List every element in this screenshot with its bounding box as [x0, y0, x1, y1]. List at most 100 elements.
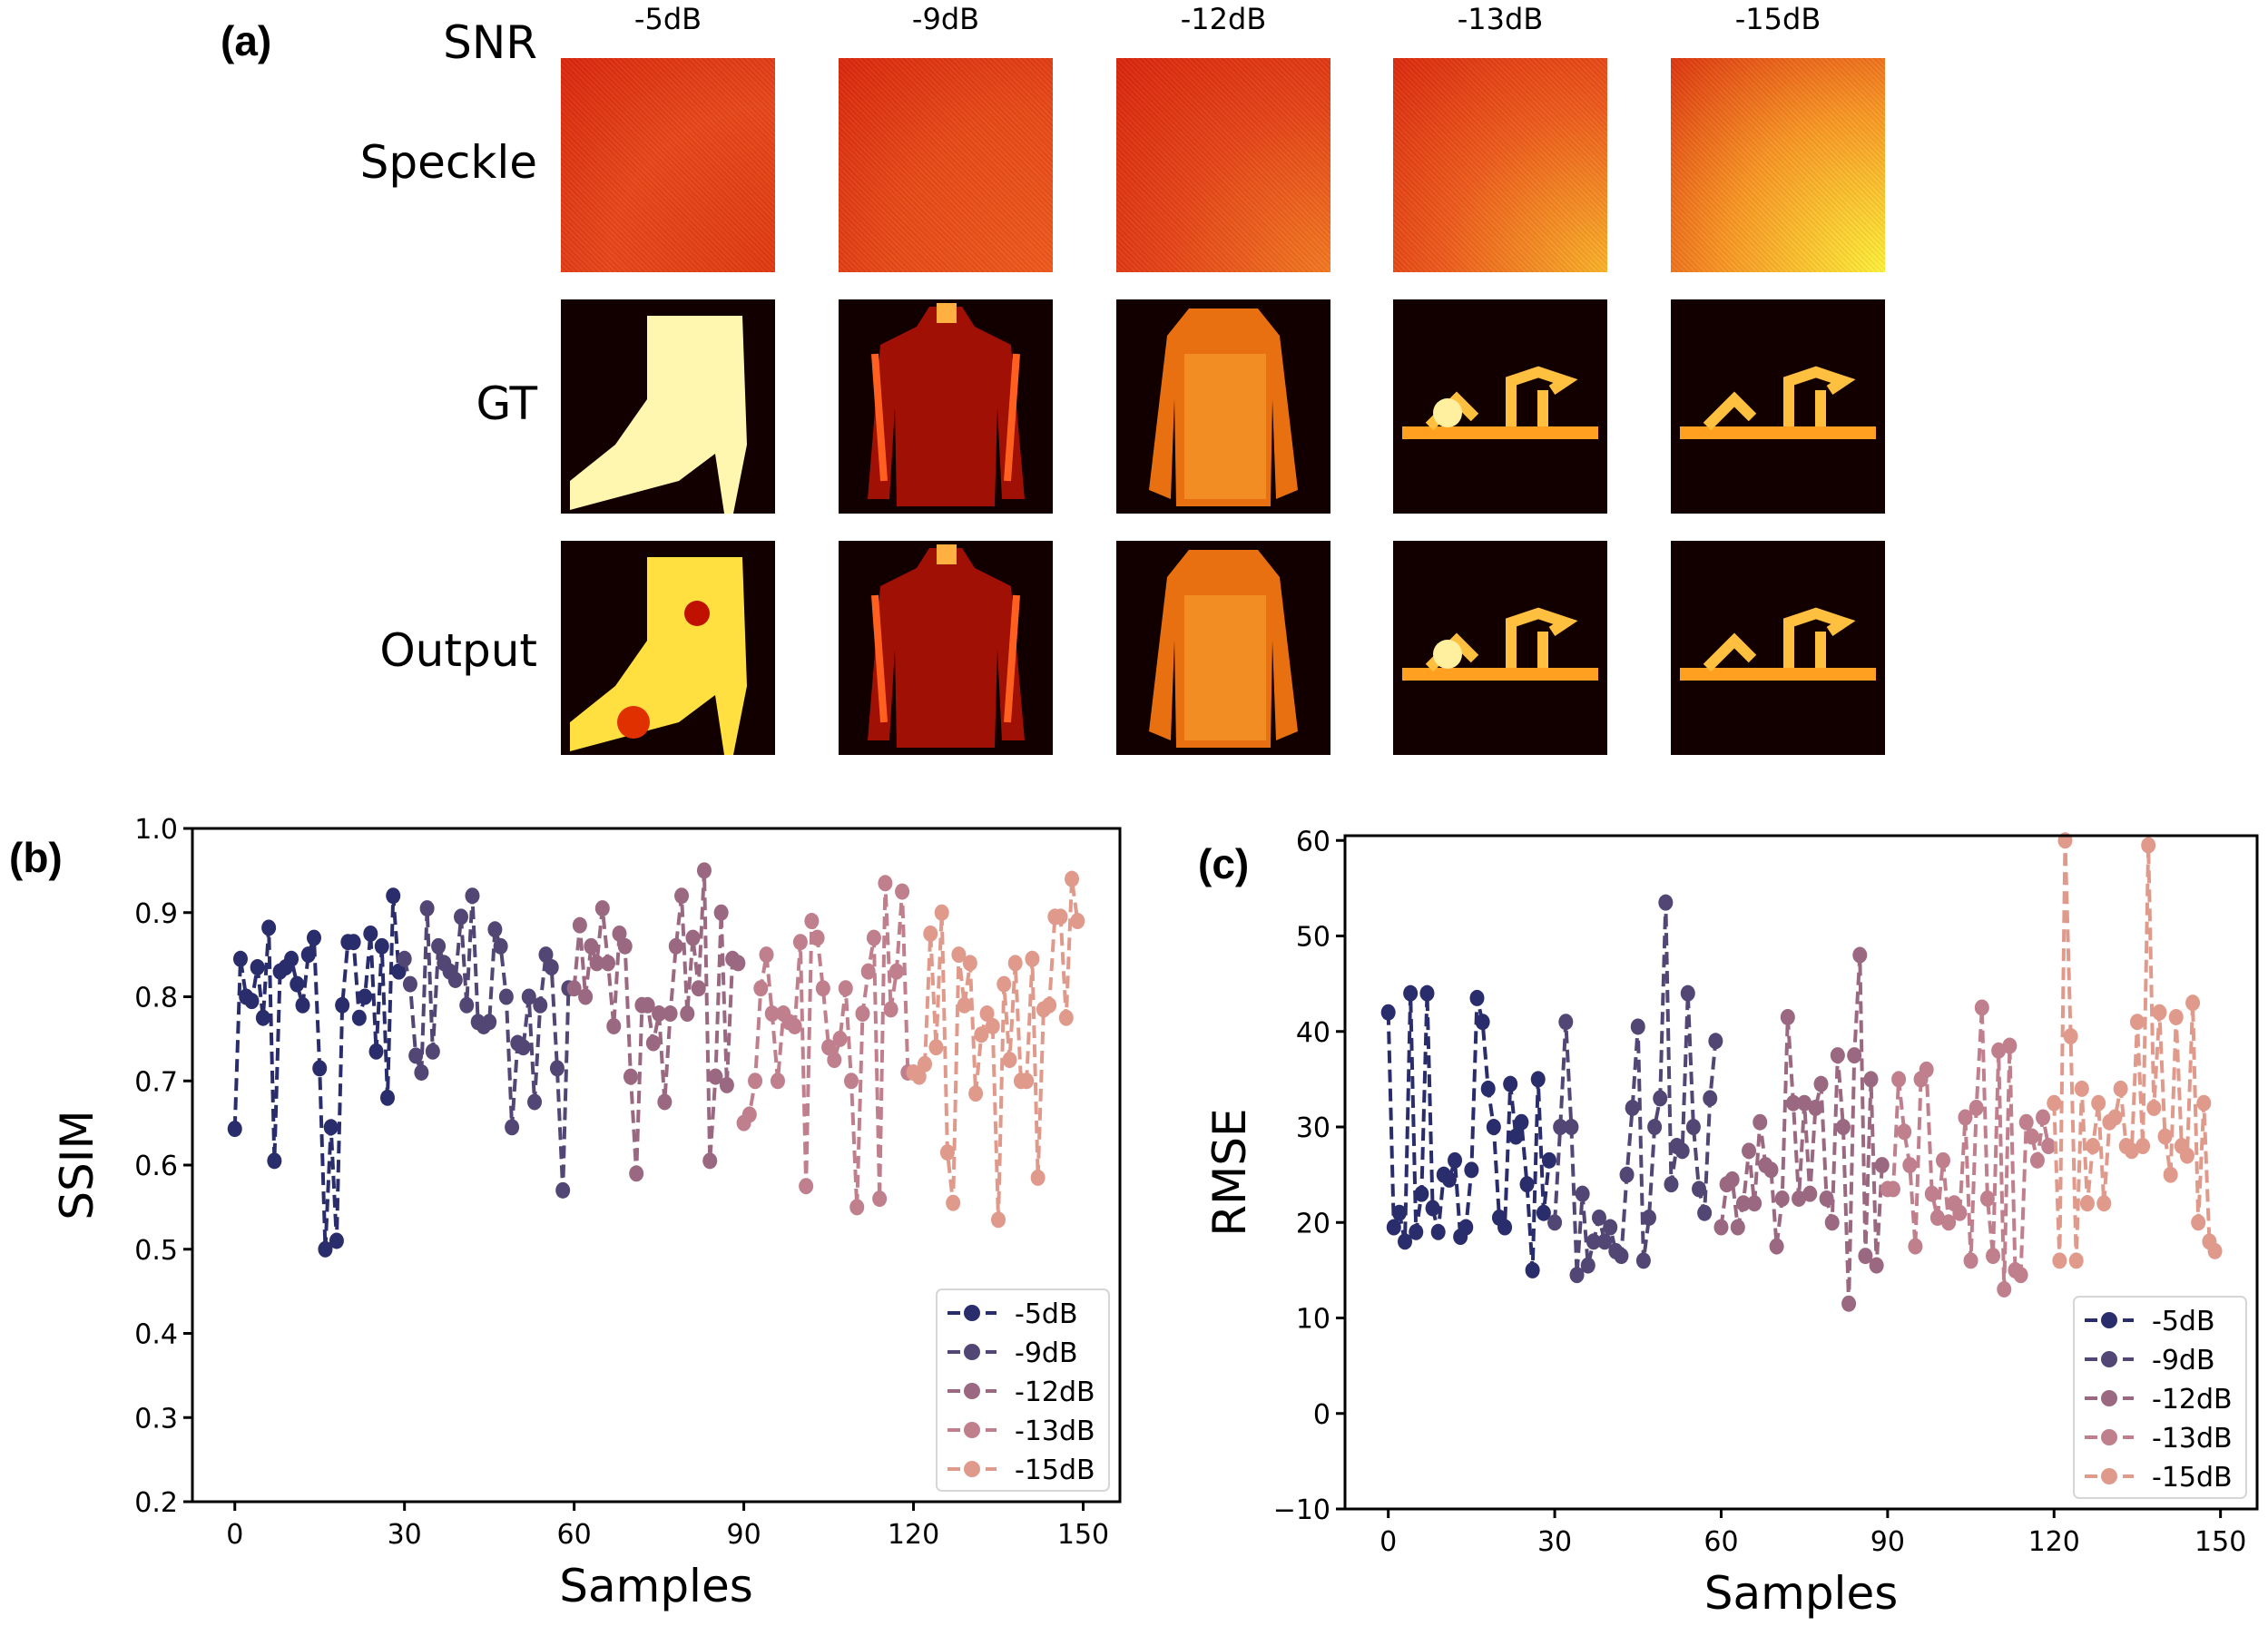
- data-point: [708, 1068, 723, 1085]
- data-point: [606, 1017, 622, 1034]
- x-tick-label: 150: [2194, 1526, 2246, 1558]
- data-point: [1874, 1157, 1890, 1174]
- data-point: [1642, 1209, 1656, 1226]
- data-point: [2041, 1138, 2057, 1155]
- y-tick-label: 1.0: [134, 814, 178, 846]
- data-point: [566, 980, 582, 997]
- data-point: [261, 919, 277, 936]
- data-point: [487, 921, 503, 938]
- data-point: [878, 875, 893, 892]
- data-point: [1514, 1113, 1529, 1131]
- data-point: [759, 946, 774, 964]
- output-image: [1116, 541, 1330, 755]
- legend-box: [2073, 1296, 2247, 1499]
- data-point: [594, 900, 610, 917]
- data-point: [1885, 1180, 1900, 1198]
- data-point: [1685, 1119, 1701, 1136]
- data-point: [1863, 1071, 1879, 1088]
- data-point: [578, 988, 594, 1005]
- data-point: [1891, 1071, 1907, 1088]
- sandal-shape: [1402, 607, 1598, 681]
- data-point: [2157, 1128, 2173, 1145]
- data-point: [1802, 1185, 1818, 1202]
- series-line: [741, 883, 910, 1208]
- data-point: [2146, 1099, 2162, 1116]
- data-point: [792, 934, 808, 951]
- data-point: [962, 955, 977, 972]
- data-point: [928, 1039, 944, 1056]
- data-point: [680, 1005, 695, 1023]
- panel-a-label: (a): [221, 17, 272, 64]
- data-point: [323, 1119, 339, 1136]
- data-point: [1625, 1099, 1640, 1116]
- data-point: [515, 1039, 531, 1056]
- data-point: [2152, 1004, 2167, 1021]
- data-point: [1935, 1151, 1950, 1169]
- data-point: [1858, 1248, 1873, 1265]
- x-tick-label: 30: [1537, 1526, 1572, 1558]
- data-point: [1002, 1052, 1017, 1069]
- data-point: [493, 937, 508, 955]
- series--13dB: [736, 875, 916, 1216]
- data-point: [1525, 1261, 1540, 1278]
- x-axis-label: Samples: [1704, 1567, 1899, 1620]
- series-line: [2052, 840, 2217, 1261]
- series--12dB: [1713, 946, 1890, 1312]
- data-point: [1503, 1075, 1518, 1092]
- data-point: [295, 996, 310, 1014]
- data-point: [2179, 1147, 2194, 1164]
- data-point: [1065, 870, 1080, 887]
- series-line: [402, 896, 571, 1190]
- data-point: [974, 1026, 989, 1043]
- speckle-image: [561, 58, 775, 272]
- pullover-shape: [1149, 550, 1298, 748]
- data-point: [1819, 1190, 1834, 1207]
- speckle-image: [839, 58, 1053, 272]
- x-tick-label: 120: [2028, 1526, 2080, 1558]
- data-point: [1847, 1047, 1862, 1064]
- data-point: [1658, 894, 1674, 911]
- data-point: [290, 975, 305, 993]
- data-point: [391, 963, 407, 980]
- ssim-chart: 0.2 0.3 0.4 0.5 0.6 0.7 0.8 0.9 1.0 0 30 60 90 120 150…: [51, 814, 1122, 1612]
- data-point: [2063, 1028, 2078, 1045]
- data-point: [1497, 1219, 1513, 1236]
- data-point: [1536, 1204, 1551, 1221]
- data-point: [2096, 1195, 2112, 1212]
- data-point: [1569, 1267, 1585, 1284]
- snr-label: -15dB: [1734, 2, 1821, 36]
- data-point: [1792, 1190, 1807, 1207]
- data-point: [1763, 1161, 1779, 1179]
- sandal-shape: [1680, 607, 1876, 681]
- data-point: [2163, 1166, 2178, 1183]
- legend-marker: [964, 1422, 980, 1438]
- rmse-chart: −10 0 10 20 30 40 50 60 0 30 60 90 120 150 Samples RMSE…: [1203, 826, 2259, 1620]
- data-point: [1430, 1223, 1446, 1240]
- ground-truth-image: [1116, 299, 1330, 514]
- data-point: [1519, 1176, 1535, 1193]
- data-point: [2024, 1128, 2039, 1145]
- data-point: [533, 996, 548, 1014]
- legend-entry: -12dB: [2152, 1384, 2233, 1416]
- data-point: [1813, 1075, 1829, 1092]
- y-tick-label: 10: [1296, 1304, 1330, 1336]
- data-point: [883, 1001, 898, 1018]
- ground-truth-image: [561, 299, 775, 514]
- y-tick-label: 0.5: [134, 1235, 178, 1267]
- data-point: [1724, 1171, 1740, 1188]
- data-point: [1830, 1047, 1845, 1064]
- data-point: [1486, 1119, 1501, 1136]
- data-point: [1785, 1094, 1801, 1112]
- data-point: [889, 963, 904, 980]
- data-point: [1735, 1195, 1751, 1212]
- legend-entry: -15dB: [1015, 1455, 1095, 1486]
- data-point: [1897, 1123, 1912, 1141]
- data-point: [1713, 1219, 1729, 1236]
- data-point: [1941, 1214, 1957, 1231]
- data-point: [838, 980, 853, 997]
- data-point: [232, 950, 248, 967]
- speckle-image: [1393, 58, 1607, 272]
- x-tick-label: 90: [726, 1519, 761, 1551]
- data-point: [549, 1060, 565, 1077]
- data-point: [244, 993, 260, 1010]
